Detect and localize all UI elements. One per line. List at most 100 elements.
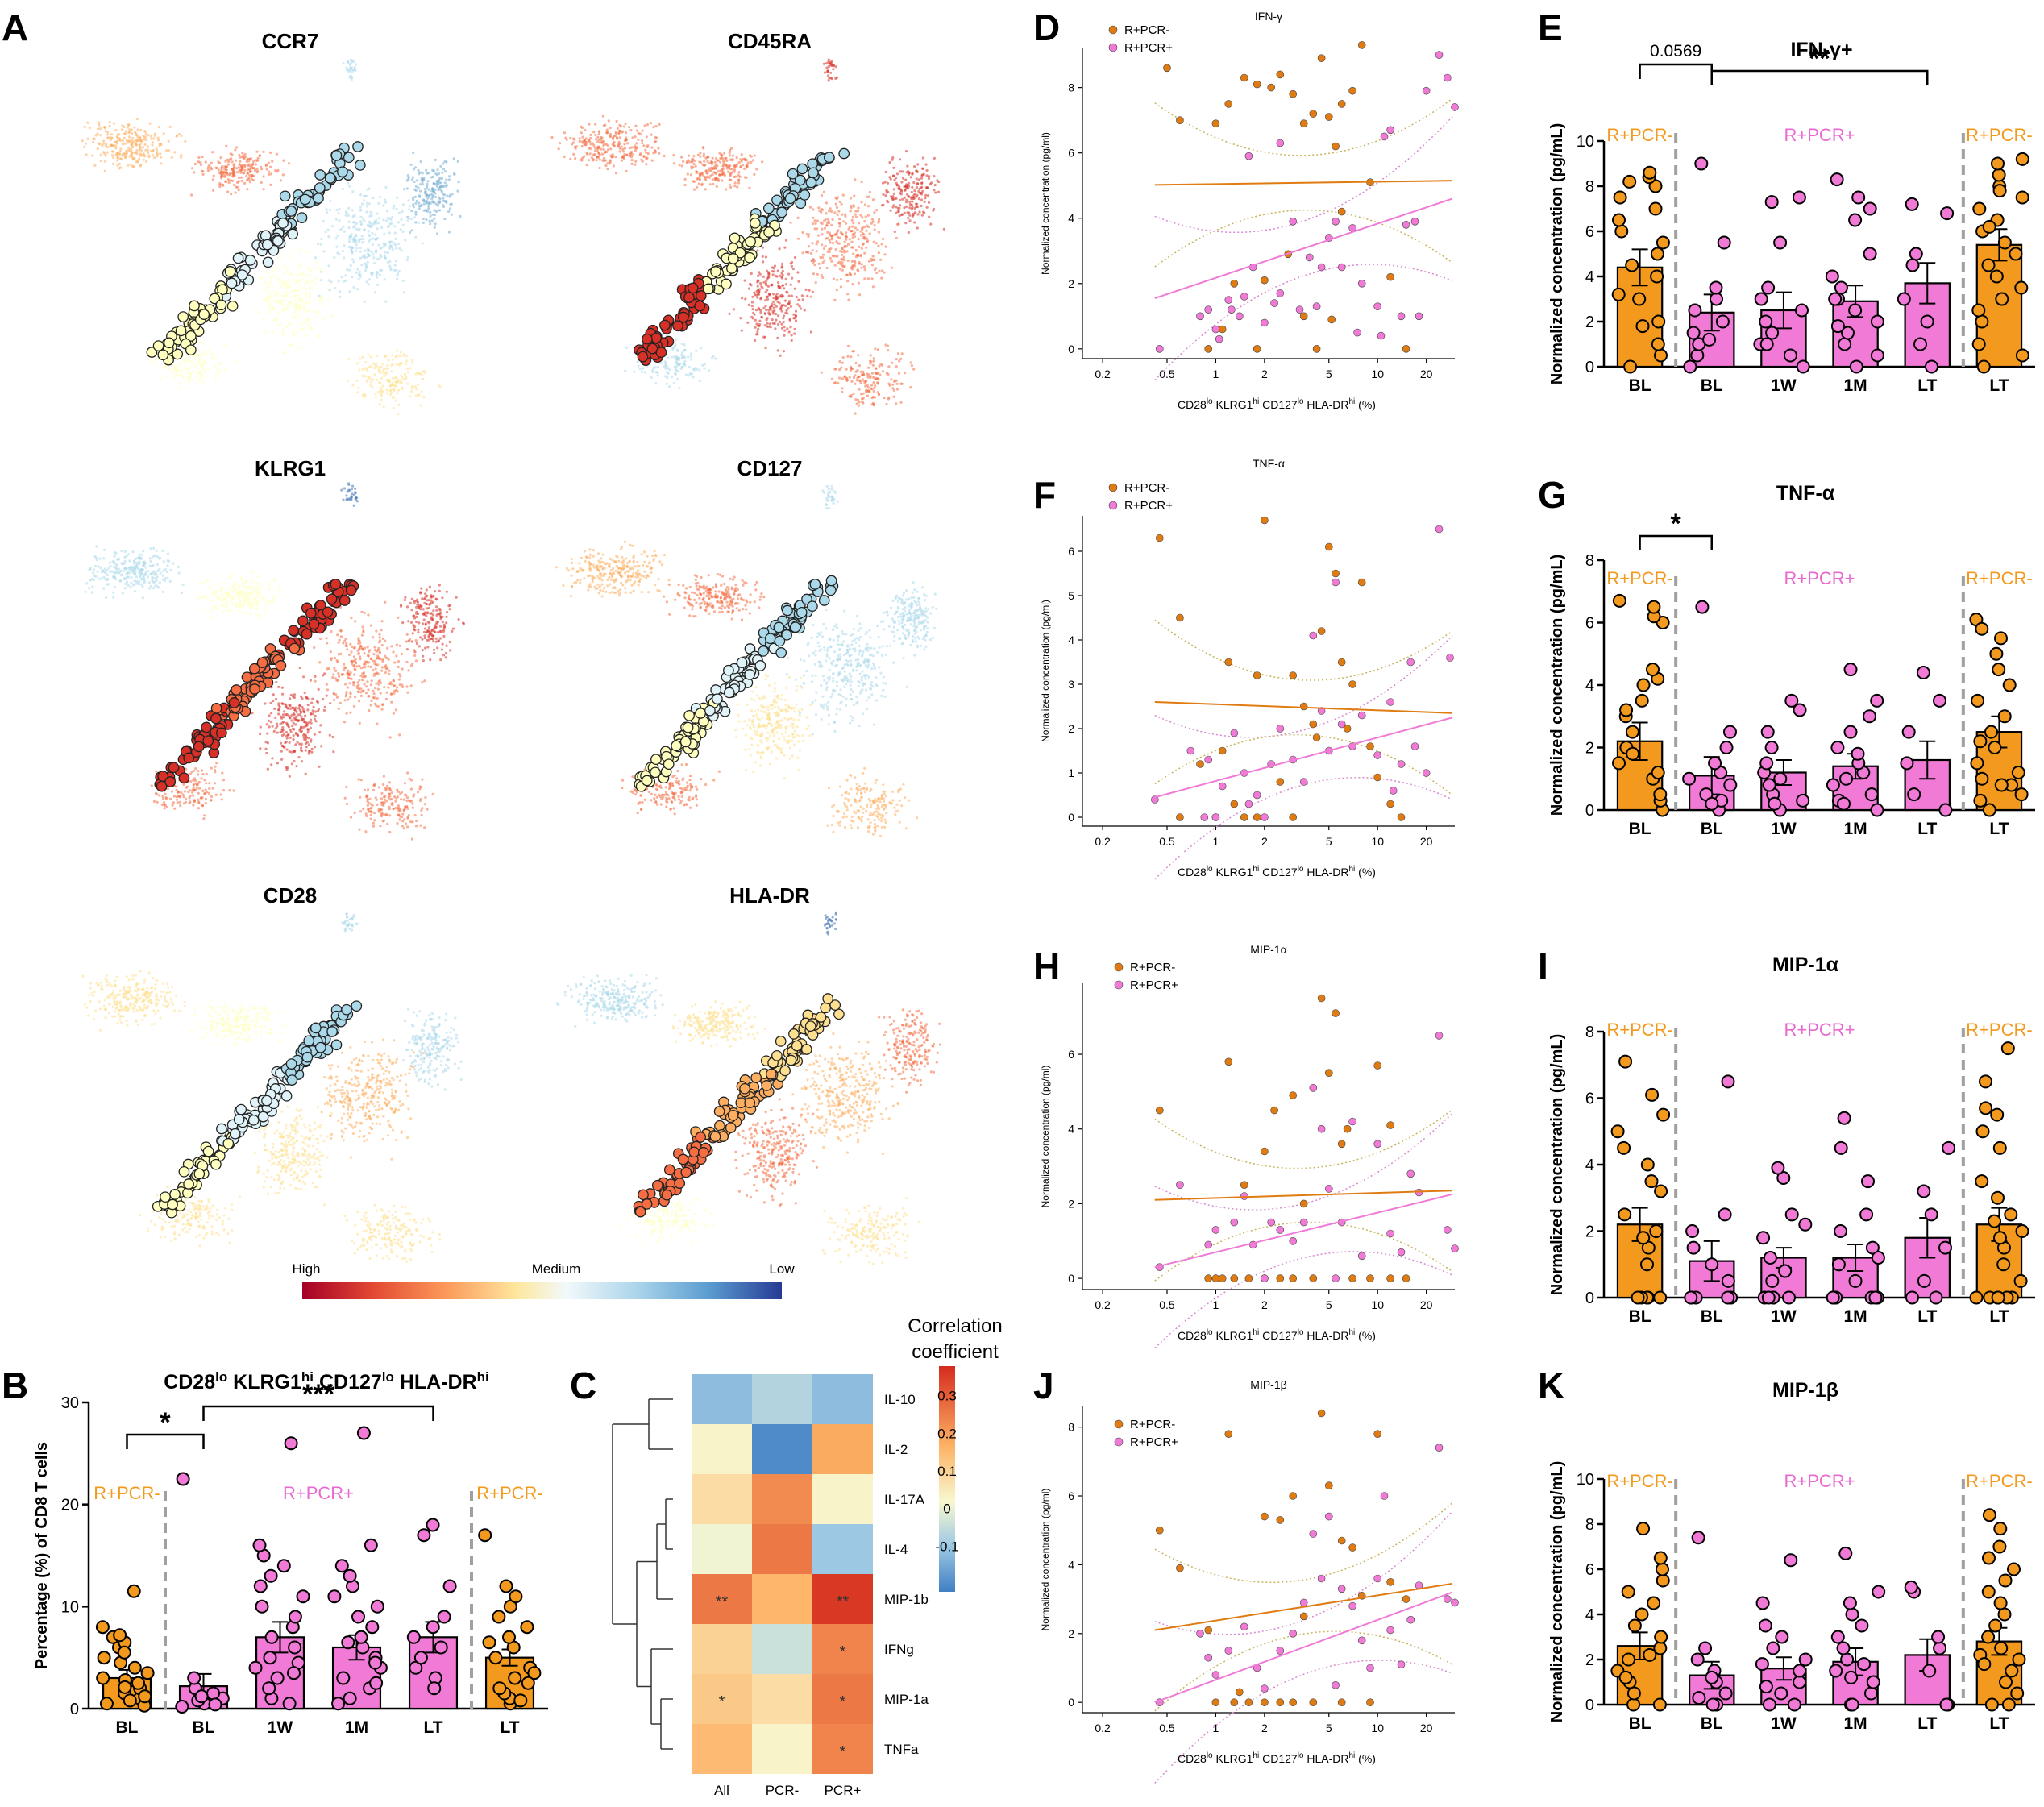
umap-cell	[205, 772, 208, 775]
umap-cell	[625, 346, 629, 349]
umap-cell	[305, 296, 309, 299]
umap-cell	[766, 317, 769, 320]
umap-cell	[127, 575, 131, 579]
umap-cell	[852, 350, 855, 353]
umap-cell	[130, 581, 133, 584]
umap-cell	[259, 747, 262, 750]
umap-cell	[238, 163, 241, 166]
umap-cell	[239, 595, 242, 598]
umap-cell	[180, 134, 183, 138]
umap-cell	[586, 152, 589, 156]
umap-cell	[879, 373, 882, 376]
umap-cell	[397, 660, 401, 663]
umap-cell	[683, 349, 687, 352]
umap-cell	[201, 341, 204, 345]
umap-cell	[225, 600, 228, 603]
umap-cell	[130, 575, 133, 579]
umap-cell	[272, 729, 276, 733]
umap-cell	[634, 149, 637, 152]
umap-cell	[381, 384, 384, 388]
umap-cell	[243, 181, 247, 185]
umap-cell	[199, 161, 202, 164]
umap-highlight-cell	[236, 269, 248, 280]
umap-cell	[131, 132, 134, 135]
umap-highlight-cell	[727, 253, 739, 264]
umap-cell	[247, 168, 250, 172]
umap-cell	[304, 772, 307, 775]
umap-cell	[758, 308, 761, 311]
umap-cell	[414, 639, 418, 642]
umap-cell	[417, 168, 420, 172]
umap-cell	[341, 250, 345, 253]
umap-cell	[299, 711, 303, 714]
umap-cell	[143, 143, 147, 147]
umap-cell	[297, 734, 300, 737]
umap-highlight-cell	[189, 300, 200, 312]
umap-cell	[268, 600, 272, 604]
umap-cell	[405, 187, 409, 190]
umap-cell	[150, 137, 153, 140]
umap-cell	[359, 694, 363, 697]
umap-cell	[327, 264, 330, 268]
umap-cell	[866, 372, 869, 376]
umap-cell	[144, 566, 147, 569]
umap-cell	[176, 801, 179, 804]
umap-cell	[771, 266, 774, 269]
umap-cell	[782, 304, 785, 307]
umap-cell	[843, 251, 846, 254]
umap-cell	[287, 733, 290, 737]
umap-cell	[162, 560, 165, 563]
umap-cell	[359, 222, 363, 225]
umap-cell	[268, 297, 272, 300]
umap-cell	[781, 269, 784, 272]
umap-cell	[559, 142, 562, 145]
umap-cell	[350, 67, 353, 70]
umap-cell	[135, 139, 139, 143]
umap-cell	[433, 226, 436, 229]
umap-cell	[702, 155, 705, 158]
umap-cell	[714, 357, 717, 360]
umap-cell	[642, 144, 646, 147]
umap-cell	[91, 585, 94, 588]
umap-cell	[392, 650, 395, 654]
umap-cell	[431, 600, 434, 604]
umap-cell	[382, 368, 385, 372]
umap-cell	[873, 228, 876, 231]
umap-cell	[297, 306, 301, 309]
umap-cell	[826, 70, 829, 73]
umap-cell	[317, 687, 320, 691]
umap-cell	[135, 564, 138, 567]
panel-letter-j: J	[1033, 1365, 1054, 1406]
umap-cell	[378, 196, 381, 199]
umap-cell	[358, 227, 361, 231]
umap-cell	[251, 579, 254, 584]
umap-cell	[830, 260, 833, 263]
umap-cell	[183, 802, 186, 805]
umap-cell	[296, 741, 299, 744]
umap-cell	[147, 145, 150, 148]
umap-cell	[432, 190, 436, 193]
umap-cell	[700, 183, 704, 187]
umap-highlight-cell	[215, 299, 227, 311]
umap-cell	[908, 202, 912, 206]
umap-cell	[417, 186, 420, 189]
umap-cell	[411, 196, 415, 199]
umap-cell	[336, 251, 339, 255]
umap-cell	[367, 665, 370, 668]
umap-cell	[264, 164, 268, 168]
umap-cell	[875, 367, 878, 370]
umap-cell	[853, 260, 856, 263]
umap-cell	[851, 283, 854, 286]
umap-cell	[310, 738, 313, 741]
umap-cell	[368, 709, 371, 712]
umap-cell	[907, 172, 910, 176]
umap-cell	[281, 173, 285, 177]
umap-cell	[302, 273, 306, 276]
umap-cell	[856, 210, 859, 213]
umap-cell	[589, 143, 592, 146]
umap-cell	[135, 575, 138, 579]
umap-cell	[140, 154, 143, 157]
umap-cell	[634, 160, 638, 163]
umap-cell	[161, 366, 164, 369]
umap-cell	[861, 401, 864, 404]
